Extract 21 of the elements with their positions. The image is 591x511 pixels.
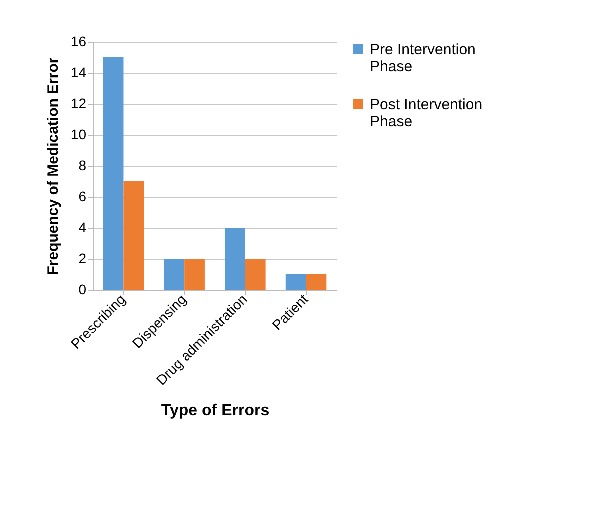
bar	[286, 274, 306, 290]
legend-label: Pre Intervention Phase	[370, 42, 476, 76]
y-tick-label: 6	[78, 188, 87, 204]
y-tick-label: 0	[78, 282, 87, 298]
y-tick-label: 16	[70, 34, 87, 50]
bar	[103, 58, 124, 290]
legend-label: Post Intervention Phase	[370, 96, 483, 130]
bar	[164, 259, 185, 290]
y-tick-label: 2	[78, 250, 87, 266]
bar	[184, 259, 205, 290]
y-tick-label: 4	[78, 220, 87, 236]
bar	[225, 228, 246, 290]
y-tick-label: 14	[70, 64, 87, 80]
y-tick-label: 10	[70, 126, 87, 142]
bar	[124, 182, 144, 290]
y-tick-label: 8	[78, 158, 87, 174]
bar	[306, 274, 327, 290]
x-axis-title: Type of Errors	[161, 402, 270, 420]
y-axis-title: Frequency of Medication Error	[44, 58, 62, 276]
bar	[245, 259, 266, 290]
y-tick-label: 12	[70, 96, 87, 112]
